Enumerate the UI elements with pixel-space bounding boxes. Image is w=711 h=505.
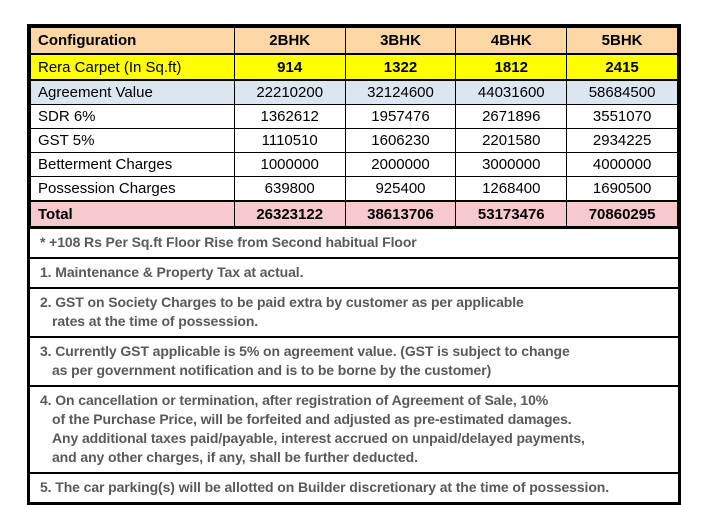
- row-label: Rera Carpet (In Sq.ft): [30, 53, 235, 81]
- cell-value: 4000000: [566, 152, 678, 177]
- column-header-3bhk: 3BHK: [344, 27, 457, 55]
- cell-value: 2201580: [455, 128, 568, 153]
- notes-section: * +108 Rs Per Sq.ft Floor Rise from Seco…: [30, 227, 678, 502]
- row-label: SDR 6%: [30, 104, 235, 129]
- table-row-possession-charges: Possession Charges 639800 925400 1268400…: [30, 176, 678, 202]
- cell-value: 44031600: [455, 79, 568, 105]
- cell-value: 1322: [344, 53, 457, 81]
- note-line: as per government notification and is to…: [52, 362, 492, 378]
- table-row-total: Total 26323122 38613706 53173476 7086029…: [30, 200, 678, 227]
- note-line: 5. The car parking(s) will be allotted o…: [40, 479, 610, 495]
- row-label: Agreement Value: [30, 79, 235, 105]
- cell-value: 1110510: [233, 128, 346, 153]
- column-header-configuration: Configuration: [30, 27, 235, 55]
- cell-value: 3000000: [455, 152, 568, 177]
- note-gst-society: 2. GST on Society Charges to be paid ext…: [30, 287, 678, 336]
- cell-value: 22210200: [233, 79, 346, 105]
- table-row-gst: GST 5% 1110510 1606230 2201580 2934225: [30, 128, 678, 153]
- note-line: 3. Currently GST applicable is 5% on agr…: [40, 343, 570, 359]
- cell-value: 38613706: [344, 200, 457, 227]
- row-label: Total: [30, 200, 235, 227]
- row-label: Betterment Charges: [30, 152, 235, 177]
- cell-value: 2415: [566, 53, 678, 81]
- cell-value: 1362612: [233, 104, 346, 129]
- cell-value: 914: [233, 53, 346, 81]
- cell-value: 70860295: [566, 200, 678, 227]
- row-label: GST 5%: [30, 128, 235, 153]
- note-gst-applicable: 3. Currently GST applicable is 5% on agr…: [30, 336, 678, 385]
- cell-value: 639800: [233, 176, 346, 202]
- column-header-5bhk: 5BHK: [566, 27, 678, 55]
- row-label: Possession Charges: [30, 176, 235, 202]
- table-row-rera-carpet: Rera Carpet (In Sq.ft) 914 1322 1812 241…: [30, 53, 678, 81]
- note-line: Any additional taxes paid/payable, inter…: [52, 430, 585, 446]
- cell-value: 3551070: [566, 104, 678, 129]
- cell-value: 2934225: [566, 128, 678, 153]
- cell-value: 1812: [455, 53, 568, 81]
- column-header-4bhk: 4BHK: [455, 27, 568, 55]
- cell-value: 1268400: [455, 176, 568, 202]
- table-row-agreement-value: Agreement Value 22210200 32124600 440316…: [30, 79, 678, 105]
- table-row-betterment-charges: Betterment Charges 1000000 2000000 30000…: [30, 152, 678, 177]
- cell-value: 1957476: [344, 104, 457, 129]
- note-maintenance: 1. Maintenance & Property Tax at actual.: [30, 257, 678, 287]
- note-line: of the Purchase Price, will be forfeited…: [52, 411, 572, 427]
- cell-value: 1606230: [344, 128, 457, 153]
- cell-value: 53173476: [455, 200, 568, 227]
- table-header-row: Configuration 2BHK 3BHK 4BHK 5BHK: [30, 27, 678, 55]
- price-table: Configuration 2BHK 3BHK 4BHK 5BHK Rera C…: [30, 27, 678, 227]
- note-line: 1. Maintenance & Property Tax at actual.: [40, 264, 304, 280]
- cell-value: 32124600: [344, 79, 457, 105]
- cell-value: 1000000: [233, 152, 346, 177]
- note-line: and any other charges, if any, shall be …: [52, 449, 418, 465]
- note-floor-rise: * +108 Rs Per Sq.ft Floor Rise from Seco…: [30, 227, 678, 257]
- table-row-sdr: SDR 6% 1362612 1957476 2671896 3551070: [30, 104, 678, 129]
- note-line: 4. On cancellation or termination, after…: [40, 392, 549, 408]
- note-line: * +108 Rs Per Sq.ft Floor Rise from Seco…: [40, 234, 417, 250]
- cell-value: 58684500: [566, 79, 678, 105]
- price-sheet: Configuration 2BHK 3BHK 4BHK 5BHK Rera C…: [27, 24, 681, 505]
- cell-value: 2000000: [344, 152, 457, 177]
- cell-value: 2671896: [455, 104, 568, 129]
- note-line: rates at the time of possession.: [52, 313, 259, 329]
- cell-value: 26323122: [233, 200, 346, 227]
- note-car-parking: 5. The car parking(s) will be allotted o…: [30, 472, 678, 502]
- note-cancellation: 4. On cancellation or termination, after…: [30, 385, 678, 472]
- cell-value: 925400: [344, 176, 457, 202]
- column-header-2bhk: 2BHK: [233, 27, 346, 55]
- note-line: 2. GST on Society Charges to be paid ext…: [40, 294, 524, 310]
- cell-value: 1690500: [566, 176, 678, 202]
